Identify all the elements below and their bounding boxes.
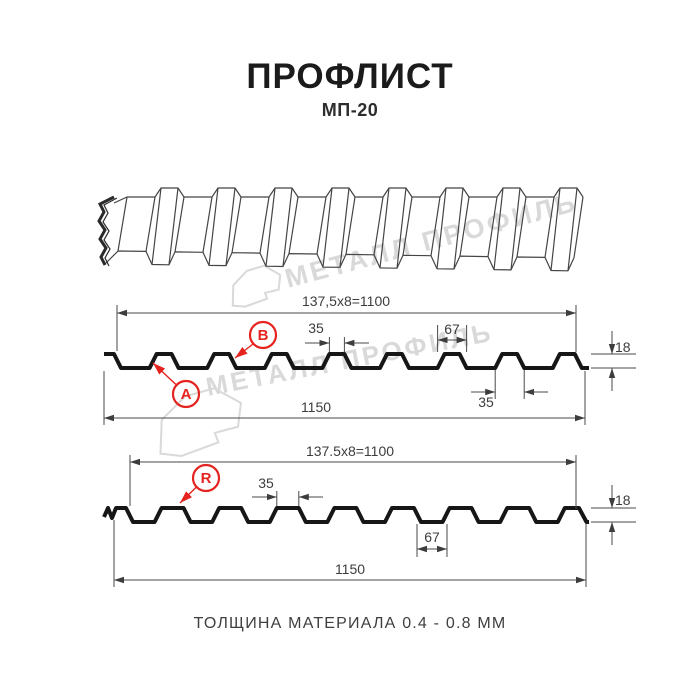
dim-crest-top-front xyxy=(305,337,369,352)
dim-valley-back xyxy=(416,524,448,557)
profile-cross-section-back xyxy=(102,506,589,524)
dim-crest-top-back xyxy=(252,491,323,506)
brand-logo-icon xyxy=(231,264,282,308)
dim-module-back xyxy=(129,455,577,509)
dim-crest-top-front-label: 35 xyxy=(308,320,324,336)
dim-height-back xyxy=(591,485,636,545)
side-label-a: A xyxy=(152,362,201,409)
svg-text:B: B xyxy=(258,327,269,344)
dim-height-back-label: 18 xyxy=(615,492,631,508)
dim-module-front xyxy=(116,305,577,352)
dim-crest-base-front-label: 67 xyxy=(444,321,460,337)
sheet-left-edge-inner xyxy=(102,197,118,267)
dim-crest-bottom-front-label: 35 xyxy=(478,394,494,410)
dim-crest-bottom-front xyxy=(471,370,548,399)
profile-model-subtitle: МП-20 xyxy=(321,100,379,120)
dim-overall-back xyxy=(113,520,587,587)
dim-height-front-label: 18 xyxy=(615,339,631,355)
dim-module-back-label: 137.5x8=1100 xyxy=(306,443,394,459)
page-title: ПРОФЛИСТ xyxy=(246,57,454,96)
side-label-r: R xyxy=(179,463,221,504)
svg-text:A: A xyxy=(181,386,192,403)
side-label-b: B xyxy=(234,320,278,359)
dim-crest-top-back-label: 35 xyxy=(258,475,274,491)
watermark-lower: МЕТАЛЛ ПРОФИЛЬ xyxy=(159,317,496,458)
dim-overall-front-label: 1150 xyxy=(301,399,331,415)
material-thickness-caption: ТОЛЩИНА МАТЕРИАЛА 0.4 - 0.8 ММ xyxy=(193,615,507,632)
svg-text:R: R xyxy=(201,470,212,487)
dim-valley-back-label: 67 xyxy=(424,529,440,545)
sheet-3d-drawing xyxy=(104,187,584,272)
sheet-left-edge xyxy=(97,195,115,266)
dim-height-front xyxy=(591,331,636,391)
dim-crest-base-front xyxy=(437,325,468,352)
dim-overall-back-label: 1150 xyxy=(335,561,365,577)
dim-module-front-label: 137,5x8=1100 xyxy=(302,293,390,309)
dim-overall-front xyxy=(103,371,586,425)
profile-cross-section-front xyxy=(104,352,589,370)
